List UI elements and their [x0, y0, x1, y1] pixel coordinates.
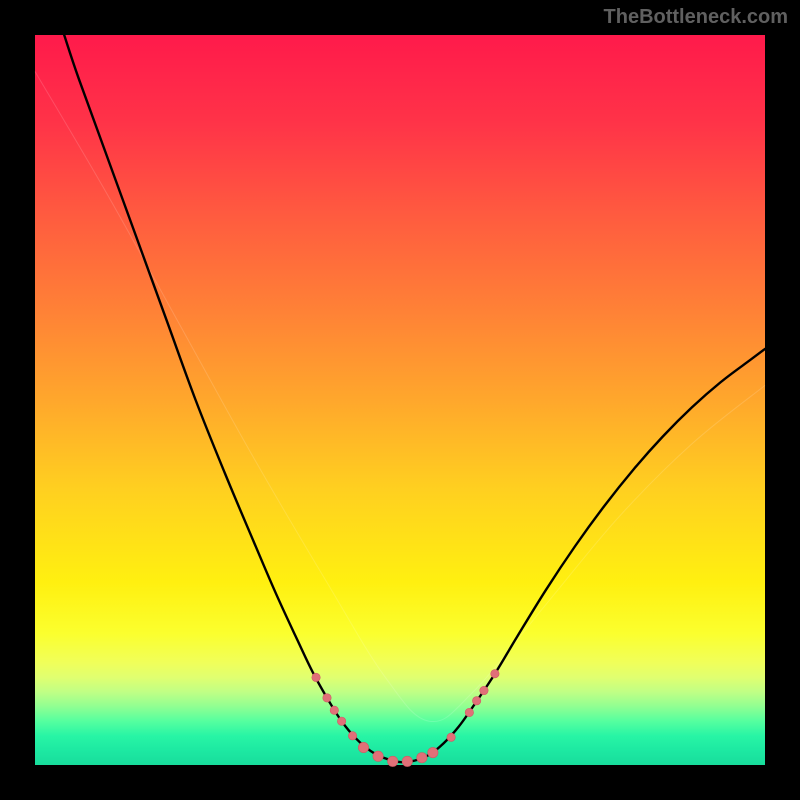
curve-marker	[388, 756, 398, 766]
curve-marker	[447, 733, 455, 741]
chart-svg	[35, 35, 765, 765]
secondary-curve	[35, 72, 765, 722]
curve-marker	[472, 697, 480, 705]
curve-marker	[358, 742, 368, 752]
chart-plot-area	[35, 35, 765, 765]
curve-marker	[348, 732, 356, 740]
curve-marker	[330, 706, 338, 714]
curve-marker	[417, 753, 427, 763]
curve-marker	[373, 751, 383, 761]
curve-marker	[465, 708, 473, 716]
curve-marker	[402, 756, 412, 766]
curve-marker	[480, 686, 488, 694]
curve-marker	[428, 747, 438, 757]
main-curve	[64, 35, 765, 762]
curve-marker	[491, 670, 499, 678]
curve-marker	[337, 717, 345, 725]
curve-marker	[312, 673, 320, 681]
curve-marker	[323, 694, 331, 702]
watermark-text: TheBottleneck.com	[604, 6, 788, 29]
